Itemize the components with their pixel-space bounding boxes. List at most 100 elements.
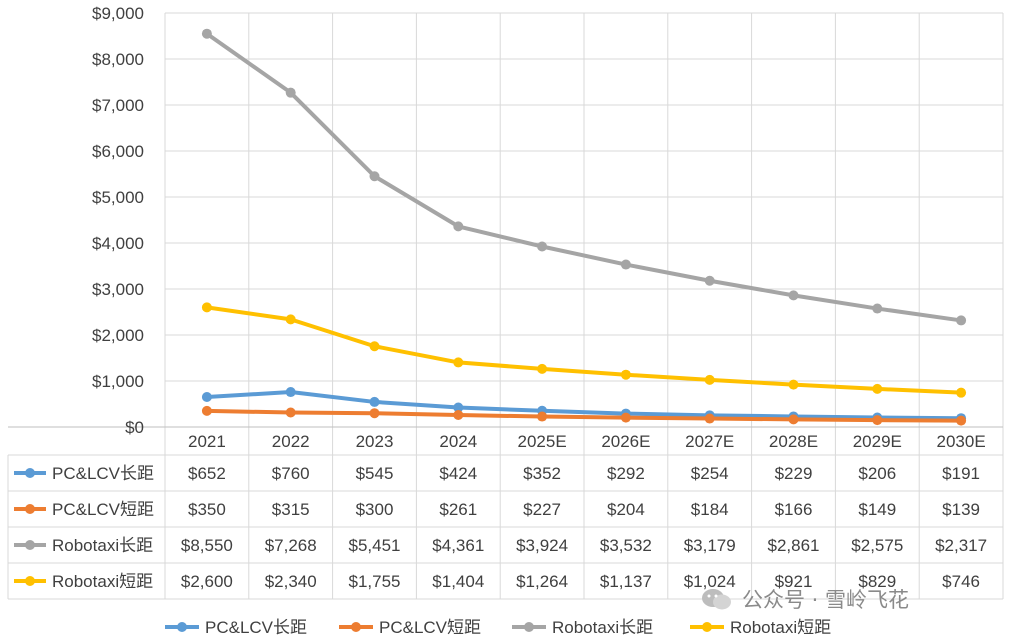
data-table: 2021 2022 2023 2024 2025E 2026E 2027E 2028E 2029… [7,432,1003,600]
table-cell: $3,532 [600,536,652,555]
table-cell: $1,404 [432,572,484,591]
data-point [788,414,799,425]
legend-label: Robotaxi长距 [552,618,653,637]
table-cell: $292 [607,464,645,483]
watermark-text: 公众号 · 雪岭飞花 [742,588,910,612]
data-point [369,396,380,407]
table-cell: $2,340 [265,572,317,591]
data-point [620,412,631,423]
table-row-label: Robotaxi长距 [52,536,153,555]
series-line [206,408,962,423]
legend-label: Robotaxi短距 [730,618,831,637]
legend-key-marker [524,622,534,632]
table-cell: $652 [188,464,226,483]
table-cell: $7,268 [265,536,317,555]
legend-label: PC&LCV短距 [379,618,481,637]
table-legend-key-marker [25,468,35,478]
table-cell: $829 [858,572,896,591]
data-point [788,290,799,301]
x-tick-label: 2029E [853,432,902,451]
table-cell: $315 [272,500,310,519]
table-cell: $1,755 [349,572,401,591]
data-point [285,314,296,325]
table-cell: $1,024 [684,572,736,591]
y-tick-label: $6,000 [92,142,144,161]
table-cell: $352 [523,464,561,483]
data-point [872,415,883,426]
data-point [201,302,212,313]
series-line [206,305,962,395]
legend-key-marker [351,622,361,632]
table-cell: $300 [356,500,394,519]
table-legend-key-marker [25,576,35,586]
table-cell: $166 [775,500,813,519]
data-point [620,259,631,270]
data-point [453,221,464,232]
table-row-label: PC&LCV短距 [52,500,154,519]
x-tick-label: 2028E [769,432,818,451]
watermark: 公众号 · 雪岭飞花 [700,584,909,614]
x-tick-label: 2021 [188,432,226,451]
table-cell: $746 [942,572,980,591]
data-point [453,409,464,420]
table-cell: $1,264 [516,572,568,591]
data-point [704,374,715,385]
table-cell: $1,137 [600,572,652,591]
data-point [872,383,883,394]
y-axis: $9,000 $8,000 $7,000 $6,000 $5,000 $4,000 $3,0… [92,4,144,437]
data-point [620,369,631,380]
x-tick-label: 2027E [685,432,734,451]
table-cell: $206 [858,464,896,483]
table-cell: $2,861 [768,536,820,555]
wechat-icon [702,589,731,610]
table-cell: $350 [188,500,226,519]
table-cell: $2,575 [851,536,903,555]
table-row-label: PC&LCV长距 [52,464,154,483]
table-cell: $254 [691,464,729,483]
series-line [206,390,962,421]
table-cell: $3,924 [516,536,568,555]
data-point [704,413,715,424]
legend-label: PC&LCV长距 [205,618,307,637]
data-point [537,411,548,422]
data-point [956,387,967,398]
data-point [285,87,296,98]
table-cell: $5,451 [349,536,401,555]
data-point [956,315,967,326]
x-tick-label: 2025E [518,432,567,451]
table-cell: $8,550 [181,536,233,555]
x-tick-label: 2026E [601,432,650,451]
table-cell: $184 [691,500,729,519]
table-cell: $424 [439,464,477,483]
table-legend-key-marker [25,504,35,514]
gridlines [8,12,1004,599]
data-point [201,405,212,416]
table-cell: $760 [272,464,310,483]
x-tick-label: 2024 [439,432,477,451]
legend: PC&LCV长距 PC&LCV短距 Robotaxi长距 Robotaxi短距 [165,618,831,637]
table-cell: $921 [775,572,813,591]
table-cell: $3,179 [684,536,736,555]
y-tick-label: $5,000 [92,188,144,207]
table-cell: $227 [523,500,561,519]
data-point [453,357,464,368]
data-point [537,363,548,374]
table-cell: $139 [942,500,980,519]
y-tick-label: $0 [125,418,144,437]
x-tick-label: 2023 [356,432,394,451]
y-tick-label: $7,000 [92,96,144,115]
table-cell: $261 [439,500,477,519]
data-point [788,379,799,390]
table-cell: $545 [356,464,394,483]
legend-key-marker [177,622,187,632]
data-point [872,303,883,314]
data-point [369,171,380,182]
y-tick-label: $1,000 [92,372,144,391]
y-tick-label: $9,000 [92,4,144,23]
data-point [201,392,212,403]
table-cell: $149 [858,500,896,519]
y-tick-label: $2,000 [92,326,144,345]
table-row-label: Robotaxi短距 [52,572,153,591]
data-point [285,387,296,398]
